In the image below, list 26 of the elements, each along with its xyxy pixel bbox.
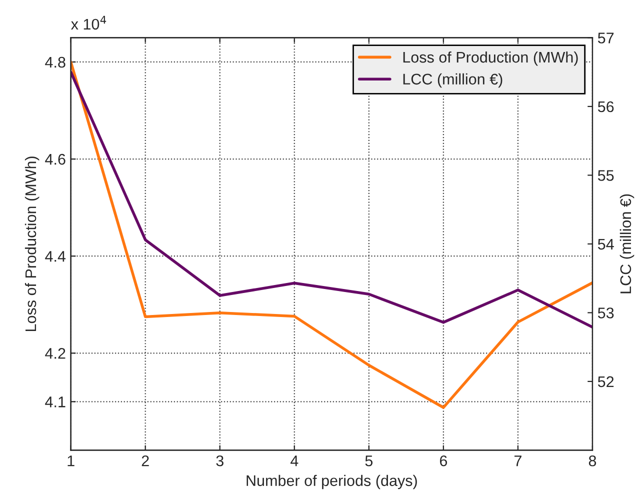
y2-axis-title: LCC (million €)	[620, 194, 634, 294]
x-tick-label: 2	[142, 455, 149, 466]
x-tick-label: 8	[588, 455, 596, 466]
y-tick-label: 4.2	[45, 348, 66, 359]
x-tick-label: 7	[514, 456, 522, 466]
y-tick-label: 4.8	[45, 56, 66, 68]
y2-tick-label: 56	[598, 101, 614, 112]
legend-label: Loss of Production (MWh)	[403, 51, 578, 66]
y2-tick-label: 53	[598, 308, 614, 318]
y-tick-label: 4.4	[45, 251, 66, 262]
legend-label: LCC (million €)	[403, 73, 502, 88]
x-tick-label: 3	[216, 455, 224, 466]
line-series	[70, 70, 592, 329]
x-tick-label: 6	[440, 455, 448, 466]
y2-tick-label: 52	[598, 376, 614, 388]
y-tick-label: 4.1	[45, 396, 66, 408]
y2-tick-label: 55	[598, 170, 614, 181]
y2-tick-label: 57	[598, 32, 614, 44]
y-axis-title: Loss of Production (MWh)	[24, 156, 40, 331]
y2-tick-label: 54	[598, 238, 614, 250]
x-tick-label: 1	[68, 456, 74, 466]
x-tick-label: 4	[290, 456, 298, 466]
y-tick-label: 4.6	[45, 154, 66, 165]
x-axis-title: Number of periods (days)	[246, 474, 417, 490]
x-tick-label: 5	[365, 456, 373, 466]
text: x 10$^{4}$	[71, 16, 106, 30]
